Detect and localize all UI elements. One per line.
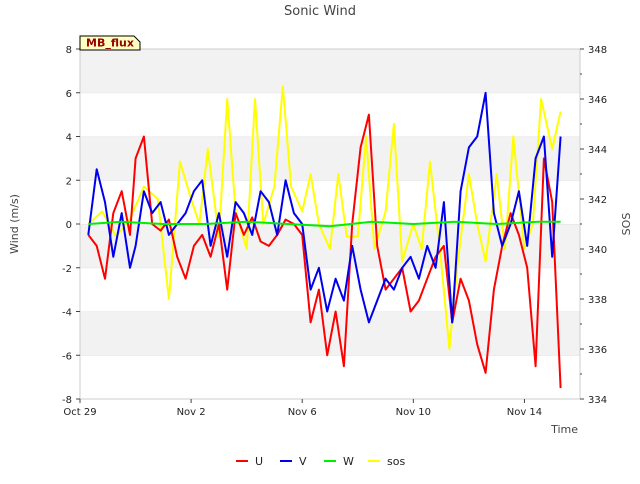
y-axis-label-left: Wind (m/s) — [8, 194, 21, 254]
grid-band — [80, 180, 580, 224]
y-right-tick-label: 340 — [588, 245, 607, 256]
y-axis-label-right: SOS — [620, 213, 633, 236]
grid-band — [80, 267, 580, 312]
legend-label-w: W — [343, 455, 354, 468]
x-tick-label: Nov 10 — [396, 407, 431, 418]
y-right-tick-label: 344 — [588, 145, 607, 156]
x-tick-label: Oct 29 — [63, 407, 96, 418]
y-left-tick-label: -8 — [62, 395, 72, 406]
series-line-u — [87, 113, 562, 389]
legend-label-u: U — [255, 455, 263, 468]
grid-band — [80, 136, 580, 181]
grid-band — [80, 92, 580, 137]
y-right-tick-label: 346 — [588, 95, 607, 106]
y-left-tick-label: -2 — [62, 264, 72, 275]
legend-label-sos: sos — [387, 455, 405, 468]
y-left-tick-label: 4 — [66, 133, 72, 144]
y-left-tick-label: 2 — [66, 176, 72, 187]
mb-flux-badge: MB_flux — [79, 35, 141, 51]
legend-label-v: V — [299, 455, 307, 468]
series-line-w — [88, 220, 561, 228]
y-right-tick-label: 342 — [588, 195, 607, 206]
grid-band — [80, 311, 580, 356]
badge-box — [79, 35, 141, 51]
x-tick-label: Nov 6 — [288, 407, 317, 418]
x-tick-label: Nov 14 — [507, 407, 542, 418]
axes-layer: -8 -6 -4 -2 0 2 4 6 8 334 336 338 340 342 344 346 348 Oct… — [62, 45, 607, 418]
series-layer — [87, 85, 562, 389]
y-right-tick-label: 348 — [588, 45, 607, 56]
x-axis-label: Time — [550, 423, 578, 436]
series-line-v — [87, 91, 562, 324]
y-left-tick-label: -4 — [62, 308, 72, 319]
y-right-tick-label: 334 — [588, 395, 607, 406]
chart-title: Sonic Wind — [284, 4, 356, 19]
y-right-tick-label: 338 — [588, 295, 607, 306]
y-left-tick-label: 6 — [66, 89, 72, 100]
grid-band — [80, 355, 580, 399]
y-right-tick-label: 336 — [588, 345, 607, 356]
badge-label: MB_flux — [86, 37, 134, 50]
y-left-tick-label: 8 — [66, 45, 72, 56]
y-left-tick-label: 0 — [66, 220, 72, 231]
x-tick-label: Nov 2 — [177, 407, 206, 418]
y-left-tick-label: -6 — [62, 351, 72, 362]
grid-band — [80, 49, 580, 93]
